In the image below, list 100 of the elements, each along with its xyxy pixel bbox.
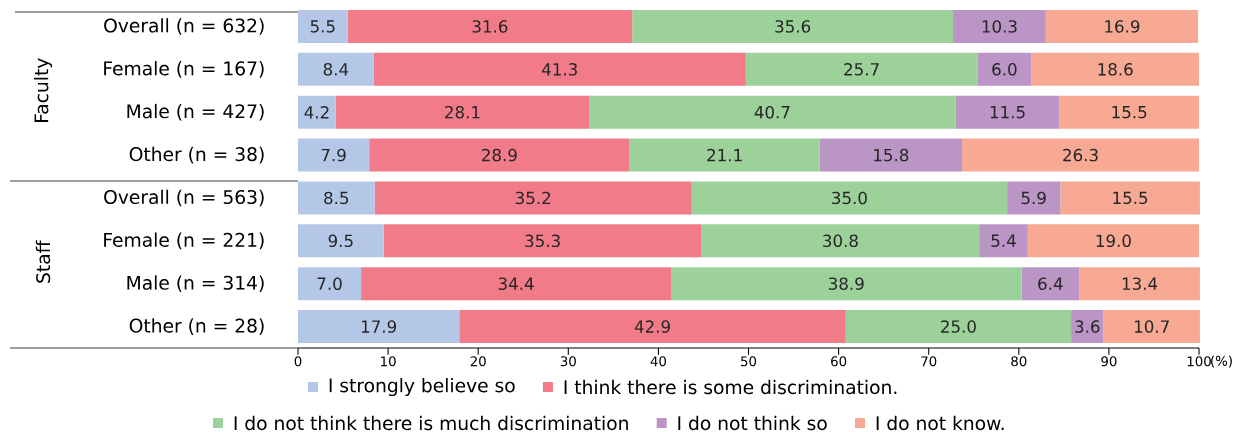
data-label: 5.9 bbox=[1021, 191, 1046, 205]
data-label: 41.3 bbox=[542, 63, 577, 76]
x-tick-label: 40 bbox=[650, 356, 667, 367]
data-label: 35.2 bbox=[515, 191, 551, 205]
data-label: 35.3 bbox=[525, 234, 560, 248]
bar bbox=[629, 138, 820, 172]
text: Staff bbox=[35, 240, 51, 283]
bar bbox=[298, 267, 362, 301]
y-tick-label: Male (n = 314) bbox=[127, 275, 264, 293]
data-label: 9.5 bbox=[328, 234, 353, 248]
x-tick-label: 90 bbox=[1101, 356, 1117, 367]
bar bbox=[1031, 52, 1200, 86]
data-label: 18.6 bbox=[1098, 63, 1133, 76]
bar bbox=[589, 95, 956, 129]
data-label: 35.6 bbox=[775, 20, 811, 33]
bar bbox=[1059, 95, 1200, 129]
data-label: 3.6 bbox=[1075, 320, 1100, 333]
data-label: 15.5 bbox=[1113, 191, 1148, 205]
bar bbox=[979, 224, 1028, 258]
bar bbox=[701, 224, 980, 258]
data-label: 19.0 bbox=[1096, 234, 1131, 248]
y-tick-label: Other (n = 38) bbox=[129, 146, 264, 164]
x-tick-label: 60 bbox=[831, 356, 847, 367]
y-tick-label: Other (n = 28) bbox=[129, 318, 264, 335]
bar bbox=[298, 310, 460, 344]
data-label: 8.4 bbox=[323, 63, 349, 76]
data-label: 25.0 bbox=[941, 320, 976, 333]
legend-label: I do not think so bbox=[678, 415, 827, 431]
bar bbox=[1021, 267, 1080, 301]
x-tick-label: 20 bbox=[470, 356, 486, 367]
bar bbox=[298, 9, 348, 43]
data-label: 5.4 bbox=[991, 234, 1016, 247]
bar bbox=[361, 267, 672, 301]
data-label: 11.5 bbox=[990, 106, 1025, 119]
data-label: 7.9 bbox=[321, 148, 346, 162]
data-label: 13.4 bbox=[1122, 277, 1158, 290]
x-axis-title: (%) bbox=[1211, 355, 1232, 368]
bar bbox=[955, 95, 1060, 129]
data-label: 26.3 bbox=[1063, 148, 1098, 162]
bar bbox=[1071, 310, 1104, 344]
bar bbox=[369, 138, 630, 172]
data-label: 4.2 bbox=[304, 106, 329, 119]
y-tick-label: Overall (n = 563) bbox=[104, 189, 264, 207]
bar bbox=[632, 9, 954, 43]
data-label: 16.9 bbox=[1105, 20, 1140, 33]
data-label: 30.8 bbox=[823, 234, 858, 248]
bar bbox=[1027, 224, 1200, 258]
data-label: 38.9 bbox=[828, 277, 864, 290]
bar bbox=[845, 310, 1072, 344]
data-label: 42.9 bbox=[634, 320, 670, 333]
bar bbox=[671, 267, 1022, 301]
legend-label: I do not know. bbox=[876, 415, 1004, 431]
bar bbox=[298, 95, 336, 129]
x-tick-label: 10 bbox=[381, 356, 396, 367]
data-label: 15.5 bbox=[1112, 106, 1147, 119]
data-label: 7.0 bbox=[317, 277, 342, 290]
y-tick-label: Male (n = 427) bbox=[127, 103, 264, 121]
bar bbox=[962, 138, 1200, 172]
bar bbox=[347, 9, 633, 43]
bar bbox=[1045, 9, 1199, 43]
bar bbox=[691, 181, 1008, 215]
data-label: 6.0 bbox=[992, 63, 1017, 76]
data-label: 5.5 bbox=[310, 20, 335, 33]
bar bbox=[298, 224, 384, 258]
data-label: 17.9 bbox=[361, 320, 397, 333]
y-tick-label: Female (n = 167) bbox=[104, 61, 264, 78]
bar bbox=[298, 52, 374, 86]
x-tick-label: 80 bbox=[1011, 356, 1027, 367]
data-label: 25.7 bbox=[844, 63, 879, 76]
bar bbox=[1060, 181, 1200, 215]
data-label: 31.6 bbox=[472, 20, 508, 33]
legend-label: I think there is some discrimination. bbox=[564, 379, 897, 395]
data-label: 40.7 bbox=[754, 105, 790, 119]
bar bbox=[373, 52, 746, 86]
text: Faculty bbox=[33, 58, 53, 122]
data-label: 10.3 bbox=[982, 20, 1017, 33]
bar bbox=[298, 181, 375, 215]
legend-label: I strongly believe so bbox=[329, 377, 515, 397]
x-tick-label: 30 bbox=[560, 356, 576, 367]
data-label: 8.5 bbox=[324, 191, 349, 205]
legend-label: I do not think there is much discrimination bbox=[234, 415, 628, 431]
bar bbox=[459, 310, 846, 344]
data-label: 6.4 bbox=[1038, 277, 1063, 290]
bar bbox=[819, 138, 963, 172]
x-tick-label: 50 bbox=[741, 356, 757, 367]
bar bbox=[745, 52, 978, 86]
bar bbox=[335, 95, 590, 129]
data-label: 10.7 bbox=[1135, 320, 1169, 333]
bar bbox=[383, 224, 702, 258]
bar bbox=[977, 52, 1032, 86]
x-tick-label: 100 bbox=[1187, 356, 1211, 367]
data-label: 21.1 bbox=[707, 148, 742, 162]
bar bbox=[953, 9, 1046, 43]
bar bbox=[1079, 267, 1200, 301]
data-label: 34.4 bbox=[498, 277, 534, 290]
bar bbox=[298, 138, 370, 172]
data-label: 28.1 bbox=[445, 105, 480, 119]
x-tick-label: 70 bbox=[921, 356, 937, 367]
y-tick-label: Overall (n = 632) bbox=[104, 18, 264, 35]
data-label: 35.0 bbox=[832, 191, 867, 205]
